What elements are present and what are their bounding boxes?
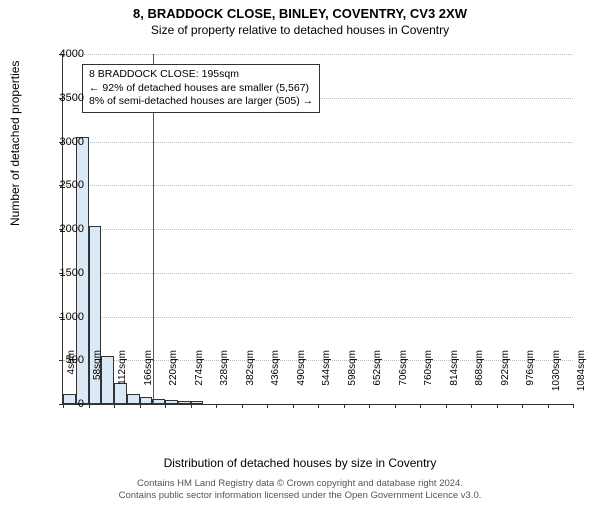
y-axis-label: Number of detached properties: [8, 61, 22, 226]
xtick-label: 652sqm: [372, 350, 383, 410]
histogram-bar: [178, 401, 191, 405]
xtick-label: 976sqm: [525, 350, 536, 410]
xtick-mark: [89, 404, 90, 408]
ytick-label: 0: [44, 398, 84, 410]
xtick-label: 706sqm: [398, 350, 409, 410]
xtick-mark: [191, 404, 192, 408]
xtick-mark: [471, 404, 472, 408]
xtick-mark: [573, 404, 574, 408]
xtick-label: 544sqm: [321, 350, 332, 410]
annotation-line-2: ← 92% of detached houses are smaller (5,…: [89, 82, 313, 96]
xtick-mark: [420, 404, 421, 408]
xtick-mark: [140, 404, 141, 408]
gridline: [63, 142, 573, 143]
xtick-label: 436sqm: [270, 350, 281, 410]
gridline: [63, 54, 573, 55]
xtick-label: 274sqm: [194, 350, 205, 410]
ytick-label: 4000: [44, 48, 84, 60]
xtick-mark: [165, 404, 166, 408]
histogram-bar: [127, 394, 140, 405]
histogram-chart: 8 BRADDOCK CLOSE: 195sqm ← 92% of detach…: [62, 54, 572, 404]
annotation-line-3: 8% of semi-detached houses are larger (5…: [89, 95, 313, 109]
histogram-bar: [101, 356, 114, 404]
xtick-mark: [114, 404, 115, 408]
footer-line-2: Contains public sector information licen…: [0, 490, 600, 502]
xtick-label: 166sqm: [143, 350, 154, 410]
page-subtitle: Size of property relative to detached ho…: [0, 23, 600, 37]
ytick-label: 3500: [44, 92, 84, 104]
footer-line-1: Contains HM Land Registry data © Crown c…: [0, 478, 600, 490]
ytick-label: 1500: [44, 267, 84, 279]
annotation-line-1: 8 BRADDOCK CLOSE: 195sqm: [89, 68, 313, 82]
ytick-label: 1000: [44, 311, 84, 323]
page-title: 8, BRADDOCK CLOSE, BINLEY, COVENTRY, CV3…: [0, 6, 600, 21]
gridline: [63, 317, 573, 318]
xtick-label: 382sqm: [245, 350, 256, 410]
xtick-mark: [548, 404, 549, 408]
xtick-label: 598sqm: [347, 350, 358, 410]
xtick-label: 220sqm: [168, 350, 179, 410]
ytick-label: 2000: [44, 223, 84, 235]
xtick-mark: [318, 404, 319, 408]
footer-attribution: Contains HM Land Registry data © Crown c…: [0, 478, 600, 502]
xtick-mark: [497, 404, 498, 408]
ytick-label: 3000: [44, 136, 84, 148]
annotation-box: 8 BRADDOCK CLOSE: 195sqm ← 92% of detach…: [82, 64, 320, 113]
ytick-label: 2500: [44, 179, 84, 191]
xtick-mark: [344, 404, 345, 408]
xtick-mark: [446, 404, 447, 408]
xtick-label: 490sqm: [296, 350, 307, 410]
xtick-mark: [522, 404, 523, 408]
x-axis-label: Distribution of detached houses by size …: [0, 456, 600, 470]
gridline: [63, 360, 573, 361]
ytick-label: 500: [44, 354, 84, 366]
xtick-label: 58sqm: [92, 350, 103, 410]
xtick-label: 112sqm: [117, 350, 128, 410]
xtick-mark: [293, 404, 294, 408]
xtick-label: 814sqm: [449, 350, 460, 410]
gridline: [63, 229, 573, 230]
xtick-label: 868sqm: [474, 350, 485, 410]
xtick-label: 760sqm: [423, 350, 434, 410]
xtick-mark: [369, 404, 370, 408]
xtick-mark: [216, 404, 217, 408]
xtick-label: 328sqm: [219, 350, 230, 410]
gridline: [63, 185, 573, 186]
xtick-label: 1030sqm: [551, 350, 562, 410]
gridline: [63, 273, 573, 274]
xtick-label: 1084sqm: [576, 350, 587, 410]
xtick-mark: [395, 404, 396, 408]
xtick-mark: [242, 404, 243, 408]
xtick-label: 922sqm: [500, 350, 511, 410]
xtick-mark: [267, 404, 268, 408]
